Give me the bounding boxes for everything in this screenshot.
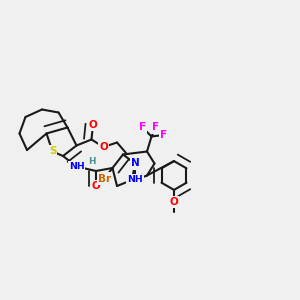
Text: F: F — [139, 122, 146, 133]
Text: O: O — [88, 119, 98, 130]
Text: O: O — [169, 197, 178, 207]
Text: F: F — [152, 122, 160, 133]
Text: NH: NH — [127, 176, 143, 184]
Text: O: O — [99, 142, 108, 152]
Text: Br: Br — [98, 173, 111, 184]
Text: H: H — [88, 157, 95, 166]
Text: O: O — [92, 181, 100, 191]
Text: S: S — [49, 146, 56, 157]
Text: N: N — [128, 175, 136, 185]
Text: NH: NH — [69, 162, 84, 171]
Text: N: N — [130, 158, 140, 169]
Text: F: F — [160, 130, 167, 140]
